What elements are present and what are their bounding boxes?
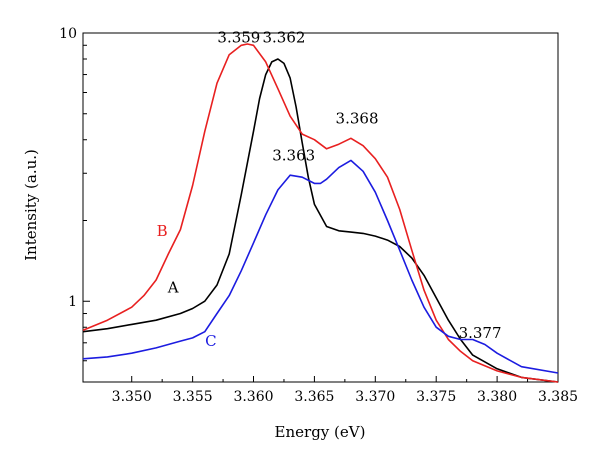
y-tick-label: 1: [68, 294, 77, 310]
y-axis-label: Intensity (a.u.): [22, 149, 40, 261]
annotations: 3.359 3.362 3.368 3.363 3.377 B A C: [157, 29, 502, 350]
x-tick-label: 3.385: [538, 389, 578, 405]
annotation-label: 3.377: [459, 324, 502, 342]
x-tick-label: 3.365: [294, 389, 334, 405]
x-tick-label: 3.355: [173, 389, 213, 405]
annotation-label: B: [157, 222, 168, 240]
series-line-c: [82, 159, 559, 374]
series-line-b: [82, 43, 559, 383]
x-axis-label: Energy (eV): [275, 423, 366, 441]
series-layer: [82, 43, 559, 383]
series-line-a: [82, 58, 559, 383]
annotation-label: 3.359: [217, 29, 260, 47]
plot-frame: [82, 32, 559, 383]
x-axis: 3.350 3.355 3.360 3.365 3.370 3.375 3.380 3.385: [112, 376, 578, 405]
y-tick-label: 10: [59, 26, 77, 42]
x-tick-label: 3.370: [355, 389, 395, 405]
annotation-label: 3.362: [262, 29, 305, 47]
x-tick-label: 3.350: [112, 389, 152, 405]
x-tick-label: 3.375: [416, 389, 456, 405]
x-tick-label: 3.360: [233, 389, 273, 405]
annotation-label: C: [205, 332, 216, 350]
annotation-label: A: [167, 278, 179, 296]
y-axis: 1 10: [59, 26, 90, 383]
x-tick-label: 3.380: [477, 389, 517, 405]
annotation-label: 3.368: [336, 109, 379, 127]
annotation-label: 3.363: [272, 146, 315, 164]
